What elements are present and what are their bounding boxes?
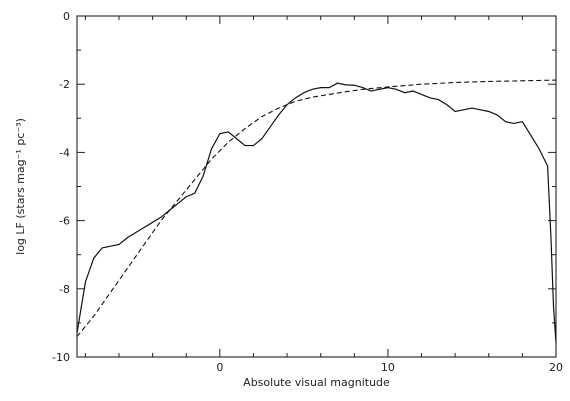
y-tick-label: -4 [59, 146, 70, 159]
series-layer [76, 79, 557, 344]
y-tick-label: -2 [59, 78, 70, 91]
x-tick-label: 10 [381, 361, 395, 374]
x-tick-label: 0 [216, 361, 223, 374]
y-tick-label: -10 [52, 351, 70, 364]
y-tick-label: 0 [63, 10, 70, 23]
x-axis-title: Absolute visual magnitude [243, 376, 390, 389]
x-tick-label: 20 [549, 361, 563, 374]
y-axis-title-group: log LF (stars mag⁻¹ pc⁻³) [14, 118, 27, 255]
y-axis-title: log LF (stars mag⁻¹ pc⁻³) [14, 118, 27, 255]
solid-observed-curve [76, 82, 557, 344]
ticks-layer: 0 10 20 0 -2 -4 -6 -8 -10 [52, 10, 563, 374]
y-tick-label: -8 [59, 283, 70, 296]
dashed-model-curve [76, 79, 557, 337]
y-tick-label: -6 [59, 215, 70, 228]
plot-frame [76, 15, 557, 358]
